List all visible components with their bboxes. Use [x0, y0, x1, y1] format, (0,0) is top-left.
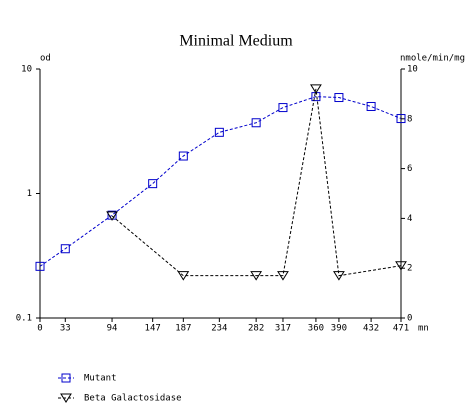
x-tick-label: 432	[363, 324, 379, 334]
y2-tick-label: 6	[407, 164, 412, 174]
point	[366, 101, 376, 111]
y-tick-label: 1	[27, 189, 32, 199]
x-tick-label: 360	[308, 324, 324, 334]
y2-tick-label: 0	[407, 314, 412, 324]
point	[214, 127, 224, 137]
x-tick-label: 187	[175, 324, 191, 334]
point	[396, 114, 406, 124]
x-tick-label: 147	[145, 324, 161, 334]
point	[178, 151, 188, 161]
point	[250, 271, 263, 281]
y2-tick-label: 10	[407, 65, 418, 75]
x-tick-label: 94	[107, 324, 118, 334]
point	[395, 261, 407, 271]
x-tick-label: 471	[393, 324, 409, 334]
x-tick-label: 390	[331, 324, 347, 334]
x-tick-label: 234	[211, 324, 227, 334]
point	[35, 261, 45, 271]
y-tick-label: 0.1	[16, 314, 32, 324]
x-axis-label: mn	[418, 324, 429, 334]
point	[106, 211, 118, 221]
point	[60, 244, 70, 254]
point	[334, 93, 344, 103]
y-axis-label: od	[40, 54, 51, 64]
chart-title: Minimal Medium	[179, 33, 293, 50]
x-tick-label: 33	[60, 324, 71, 334]
series-line	[39, 96, 402, 267]
point	[333, 271, 345, 281]
point	[148, 179, 158, 189]
legend-label: Beta Galactosidase	[84, 394, 182, 404]
y2-tick-label: 2	[407, 264, 412, 274]
y2-tick-label: 8	[407, 114, 412, 124]
y2-axis-label: nmole/min/mg	[400, 54, 465, 64]
x-tick-label: 317	[275, 324, 291, 334]
y2-tick-label: 4	[407, 214, 412, 224]
legend-marker	[61, 373, 71, 383]
legend-label: Mutant	[84, 374, 117, 384]
legend-marker	[60, 393, 72, 403]
point	[277, 271, 289, 281]
point	[310, 84, 322, 94]
x-tick-label: 0	[37, 324, 42, 334]
point	[177, 271, 190, 281]
y-tick-label: 10	[21, 65, 32, 75]
point	[251, 118, 261, 128]
point	[278, 103, 288, 113]
series-line	[111, 88, 402, 277]
x-tick-label: 282	[248, 324, 264, 334]
